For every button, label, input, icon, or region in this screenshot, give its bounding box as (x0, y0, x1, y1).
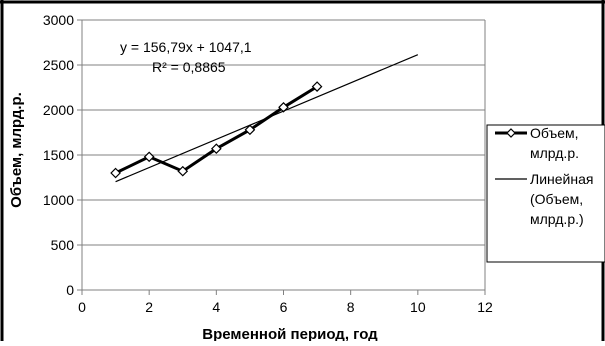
data-point-7 (311, 81, 323, 92)
data-point-4 (210, 143, 222, 155)
data-point-2 (143, 151, 155, 163)
legend-label-trendline-line-0: Линейная (530, 171, 593, 187)
x-tick-label-3: 6 (280, 299, 288, 315)
x-tick-label-2: 4 (212, 299, 220, 315)
x-tick-label-0: 0 (78, 299, 86, 315)
data-point-1 (110, 167, 121, 179)
trendline (115, 54, 419, 183)
y-axis-label: Объем, млрд.р. (8, 92, 25, 208)
y-tick-label-6: 3000 (43, 12, 74, 28)
legend-label-trendline-line-1: (Объем, (530, 191, 583, 207)
legend-swatch-marker (506, 128, 516, 138)
x-tick-label-4: 8 (347, 299, 355, 315)
legend-label-series-line-1: млрд.р. (530, 145, 579, 161)
series-layer (110, 54, 419, 183)
data-point-3 (177, 165, 189, 177)
x-axis-label: Временной период, год (202, 326, 378, 341)
r-squared-label: R² = 0,8865 (152, 59, 226, 75)
equation-label: y = 156,79x + 1047,1 (120, 39, 252, 55)
trendline-annotation: y = 156,79x + 1047,1 R² = 0,8865 (120, 39, 252, 75)
legend-label-trendline-line-2: млрд.р.) (530, 211, 584, 227)
x-tick-label-1: 2 (145, 299, 153, 315)
data-point-5 (244, 124, 256, 136)
x-tick-label-5: 10 (410, 299, 426, 315)
legend-box (486, 124, 605, 263)
y-tick-label-5: 2500 (43, 57, 74, 73)
y-tick-label-1: 500 (51, 237, 75, 253)
legend-label-series-line-0: Объем, (530, 125, 579, 141)
y-tick-label-4: 2000 (43, 102, 74, 118)
y-tick-label-3: 1500 (43, 147, 74, 163)
x-tick-label-6: 12 (477, 299, 493, 315)
tick-labels: 0 500 1000 1500 2000 2500 3000 0 2 4 6 8 10 12 (43, 12, 493, 315)
legend: Объем, млрд.р. Линейная (Объем, млрд.р.) (486, 124, 605, 263)
series-line-0 (114, 85, 318, 175)
y-tick-label-0: 0 (66, 282, 74, 298)
y-tick-label-2: 1000 (43, 192, 74, 208)
